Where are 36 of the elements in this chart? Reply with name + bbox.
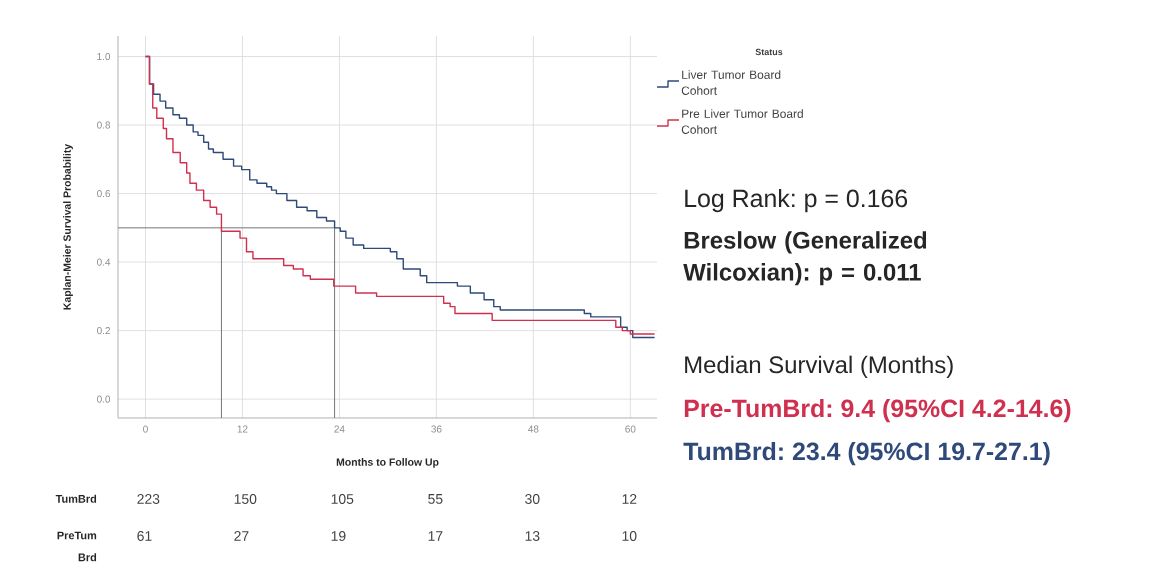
y-tick-label: 1.0 xyxy=(97,53,111,61)
text: 13 xyxy=(525,531,540,541)
text: Median Survival (Months) xyxy=(685,355,953,378)
text: Log Rank: p = 0.166 xyxy=(685,188,908,213)
x-tick-label: 0 xyxy=(143,425,148,433)
x-tick-label: 36 xyxy=(431,425,442,433)
text: 12 xyxy=(622,494,637,504)
text: PreTum Brd xyxy=(57,531,97,562)
x-tick-label: 12 xyxy=(237,425,248,433)
text: 27 xyxy=(234,531,249,541)
y-tick-label: 0.0 xyxy=(97,395,111,403)
text: 223 xyxy=(137,494,160,504)
y-tick-label: 0.2 xyxy=(97,327,110,335)
y-tick-label: 0.8 xyxy=(97,121,111,129)
y-axis-title: Kaplan-Meier Survival Probability xyxy=(63,143,73,310)
legend-label: Pre Liver Tumor Board Cohort xyxy=(681,109,803,134)
text: 150 xyxy=(234,494,257,504)
text: 19 xyxy=(331,531,346,541)
text: Breslow (Generalized Wilcoxian): p = 0.011 xyxy=(683,231,927,286)
y-tick-label: 0.4 xyxy=(97,258,111,266)
x-tick-label: 24 xyxy=(334,425,345,433)
text: 30 xyxy=(525,494,540,504)
y-tick-label: 0.6 xyxy=(97,190,111,198)
text: 17 xyxy=(428,531,443,541)
text: Pre-TumBrd: 9.4 (95%CI 4.2-14.6) xyxy=(684,398,1071,423)
text: TumBrd: 23.4 (95%CI 19.7-27.1) xyxy=(683,441,1050,466)
text: 55 xyxy=(428,494,443,504)
text: 10 xyxy=(622,531,637,541)
text: 105 xyxy=(331,494,354,504)
text: TumBrd xyxy=(55,494,97,503)
x-tick-label: 48 xyxy=(528,425,539,433)
x-axis-title: Months to Follow Up xyxy=(336,458,439,468)
text: 61 xyxy=(137,531,152,541)
legend-label: Liver Tumor Board Cohort xyxy=(681,70,781,95)
legend-title: Status xyxy=(755,48,783,56)
x-tick-label: 60 xyxy=(625,425,636,433)
